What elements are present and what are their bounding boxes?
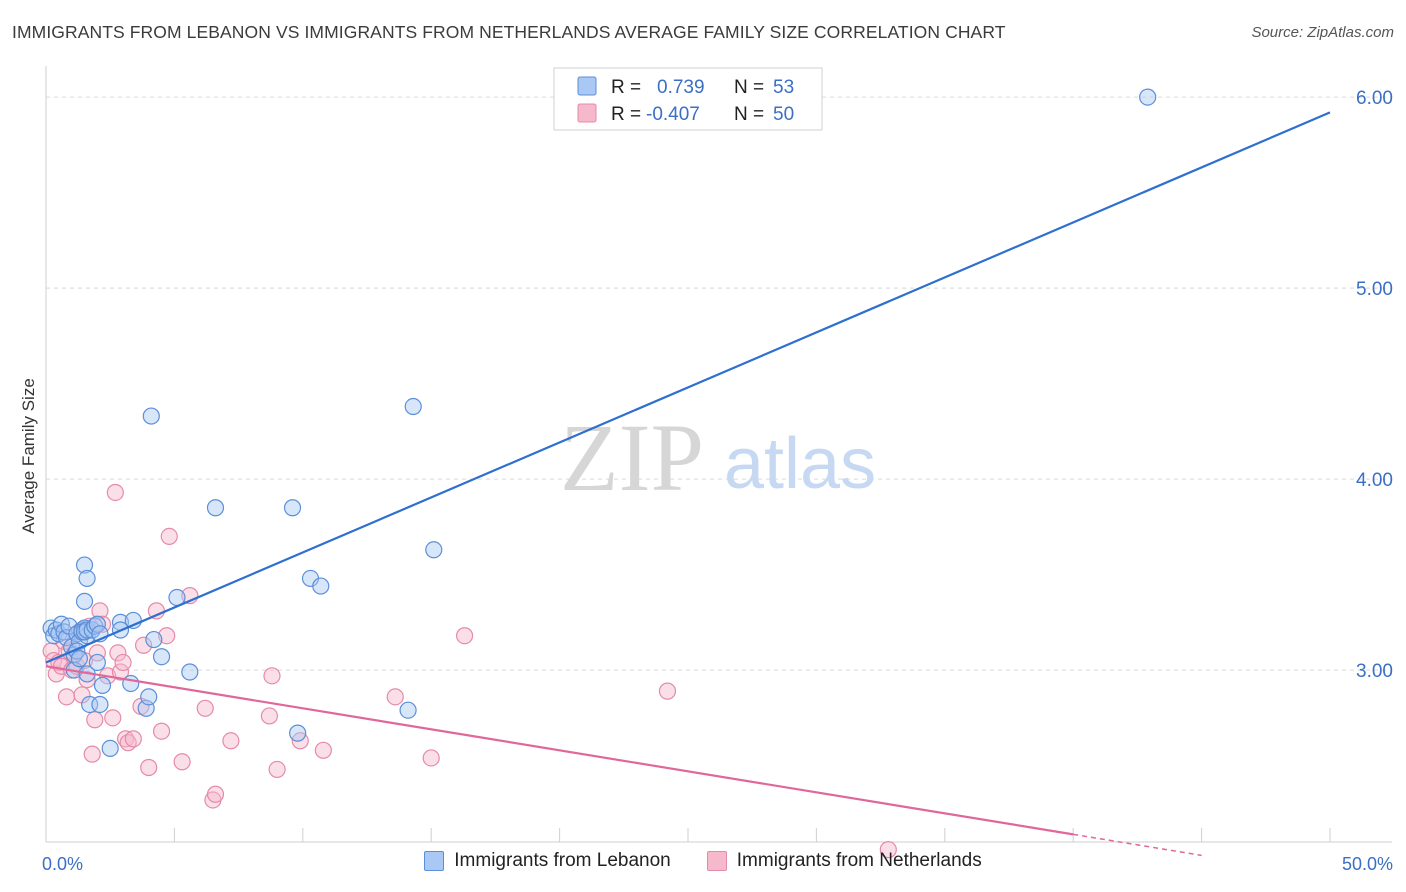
axes bbox=[45, 66, 1392, 843]
chart-title: IMMIGRANTS FROM LEBANON VS IMMIGRANTS FR… bbox=[12, 22, 1006, 42]
netherlands-point-48 bbox=[386, 688, 404, 706]
netherlands-point-47 bbox=[314, 741, 332, 759]
legend-item-netherlands: Immigrants from Netherlands bbox=[706, 850, 982, 872]
lebanon-point-42 bbox=[152, 648, 171, 666]
netherlands-point-18 bbox=[88, 644, 106, 662]
lebanon-point-31 bbox=[93, 676, 112, 694]
lebanon-point-39 bbox=[140, 688, 158, 706]
netherlands-point-29 bbox=[124, 730, 142, 748]
stats-legend: R = 0.739 N = 53 R = -0.407 N = 50 bbox=[553, 67, 823, 131]
lebanon-point-21 bbox=[75, 556, 94, 574]
legend-n-label-netherlands: N = bbox=[734, 104, 764, 125]
netherlands-point-19 bbox=[91, 602, 109, 620]
lebanon-point-30 bbox=[91, 695, 109, 714]
legend-n-value-lebanon: 53 bbox=[773, 77, 794, 98]
lebanon-point-29 bbox=[88, 653, 106, 672]
lebanon-point-40 bbox=[142, 407, 160, 425]
netherlands-point-31 bbox=[134, 636, 153, 654]
legend-swatch-netherlands-bottom bbox=[706, 851, 727, 871]
netherlands-point-35 bbox=[158, 627, 176, 645]
legend-swatch-lebanon bbox=[577, 76, 597, 96]
lebanon-point-47 bbox=[289, 724, 307, 742]
legend-label-lebanon: Immigrants from Lebanon bbox=[454, 850, 671, 871]
lebanon-point-52 bbox=[425, 541, 443, 559]
lebanon-point-22 bbox=[78, 569, 96, 588]
watermark-zip: ZIP bbox=[560, 404, 704, 511]
x-tick-label-1: 50.0% bbox=[1342, 854, 1393, 874]
y-tick-label-3: 6.00 bbox=[1356, 88, 1393, 109]
legend-r-label-netherlands: R = bbox=[611, 104, 641, 125]
chart-source: Source: ZipAtlas.com bbox=[1251, 24, 1394, 41]
grid-lines bbox=[46, 96, 1392, 671]
netherlands-point-23 bbox=[106, 483, 124, 502]
lebanon-point-37 bbox=[122, 674, 140, 693]
lebanon-point-49 bbox=[312, 577, 330, 595]
lebanon-point-33 bbox=[101, 739, 119, 758]
legend-r-value-netherlands: -0.407 bbox=[646, 104, 700, 125]
netherlands-point-26 bbox=[114, 653, 132, 672]
netherlands-trend-extension bbox=[1073, 833, 1202, 857]
netherlands-point-37 bbox=[173, 753, 191, 771]
netherlands-point-49 bbox=[422, 749, 440, 767]
legend-n-label-lebanon: N = bbox=[734, 77, 764, 98]
netherlands-point-16 bbox=[83, 745, 101, 763]
netherlands-points bbox=[42, 483, 897, 859]
watermark-atlas: atlas bbox=[724, 424, 876, 504]
y-axis-label: Average Family Size bbox=[19, 378, 38, 534]
netherlands-point-43 bbox=[260, 707, 279, 725]
lebanon-trend-line bbox=[45, 111, 1331, 664]
legend-n-value-netherlands: 50 bbox=[773, 104, 794, 125]
lebanon-point-44 bbox=[181, 663, 199, 681]
y-tick-labels: 3.00 4.00 5.00 6.00 bbox=[1356, 88, 1393, 682]
legend-swatch-lebanon-bottom bbox=[424, 851, 445, 871]
legend-r-label-lebanon: R = bbox=[611, 77, 641, 98]
netherlands-point-14 bbox=[78, 671, 96, 689]
netherlands-point-24 bbox=[109, 644, 127, 662]
lebanon-points bbox=[42, 88, 1157, 758]
legend-label-netherlands: Immigrants from Netherlands bbox=[736, 850, 982, 871]
y-tick-label-0: 3.00 bbox=[1356, 661, 1393, 682]
series-legend: Immigrants from Lebanon Immigrants from … bbox=[0, 850, 1406, 872]
lebanon-point-53 bbox=[1139, 88, 1157, 106]
lebanon-point-23 bbox=[75, 592, 94, 610]
trend-lines bbox=[45, 111, 1331, 857]
x-tick-label-0: 0.0% bbox=[42, 854, 83, 874]
netherlands-point-52 bbox=[879, 841, 897, 859]
netherlands-trend-line bbox=[45, 665, 1074, 836]
lebanon-point-51 bbox=[404, 397, 422, 416]
netherlands-point-45 bbox=[268, 760, 286, 779]
netherlands-point-44 bbox=[263, 667, 281, 685]
lebanon-point-41 bbox=[145, 630, 163, 649]
netherlands-point-36 bbox=[160, 527, 178, 546]
netherlands-point-22 bbox=[104, 709, 122, 727]
lebanon-point-50 bbox=[399, 701, 417, 719]
netherlands-point-17 bbox=[86, 711, 104, 729]
netherlands-point-6 bbox=[57, 688, 76, 706]
netherlands-point-50 bbox=[455, 627, 474, 645]
legend-r-value-lebanon: 0.739 bbox=[657, 77, 705, 98]
y-tick-label-2: 5.00 bbox=[1356, 279, 1393, 300]
netherlands-point-51 bbox=[658, 682, 677, 700]
lebanon-point-46 bbox=[283, 499, 302, 517]
lebanon-point-45 bbox=[206, 499, 225, 517]
x-tick-labels: 0.0% 50.0% bbox=[42, 854, 1393, 874]
legend-swatch-netherlands bbox=[577, 103, 597, 123]
netherlands-point-39 bbox=[196, 699, 214, 717]
netherlands-point-42 bbox=[222, 732, 240, 750]
netherlands-point-32 bbox=[140, 758, 158, 777]
netherlands-point-34 bbox=[152, 722, 171, 740]
lebanon-point-17 bbox=[70, 650, 88, 668]
legend-item-lebanon: Immigrants from Lebanon bbox=[424, 850, 671, 872]
y-tick-label-1: 4.00 bbox=[1356, 470, 1393, 491]
netherlands-point-41 bbox=[206, 785, 225, 803]
